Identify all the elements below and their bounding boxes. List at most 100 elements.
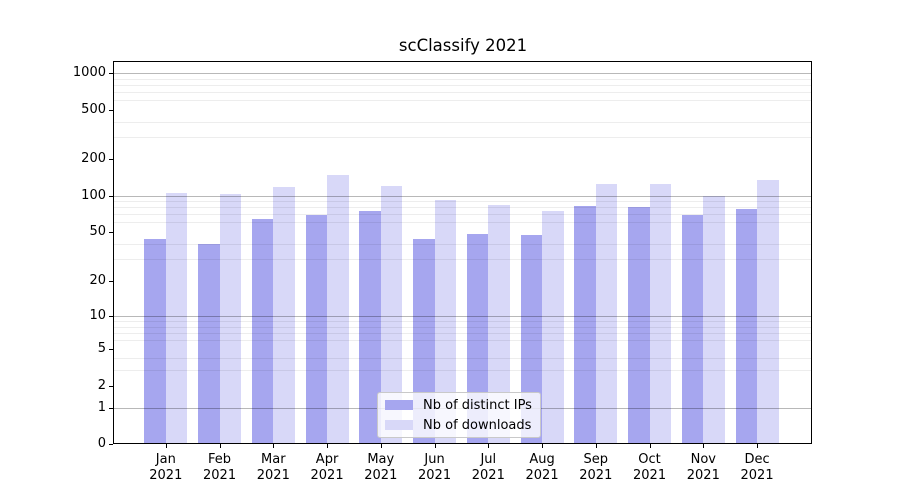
legend-entry: Nb of distinct IPs bbox=[385, 398, 532, 413]
x-tick-label: Jul 2021 bbox=[472, 452, 505, 484]
x-tick-mark bbox=[219, 444, 221, 448]
y-gridline-minor bbox=[113, 243, 812, 245]
y-tick-mark bbox=[109, 110, 113, 111]
x-tick-mark bbox=[488, 444, 490, 448]
x-tick-month: Nov bbox=[690, 452, 716, 467]
x-tick-mark bbox=[327, 444, 329, 448]
y-gridline-minor bbox=[113, 358, 812, 359]
y-gridline-major bbox=[113, 316, 812, 317]
x-tick-month: Jan bbox=[155, 452, 176, 467]
y-gridline-minor bbox=[113, 259, 812, 261]
y-tick-mark bbox=[109, 159, 113, 161]
y-gridline-minor bbox=[113, 92, 812, 94]
bar-nb-of-downloads-aug bbox=[542, 210, 564, 444]
x-tick-month: Apr bbox=[315, 452, 339, 467]
y-tick-label: 1000 bbox=[72, 65, 106, 80]
x-tick-label: May 2021 bbox=[364, 452, 397, 484]
bar-nb-of-downloads-mar bbox=[273, 187, 295, 444]
x-tick-year: 2021 bbox=[418, 468, 452, 483]
x-tick-mark bbox=[595, 444, 597, 448]
x-tick-label: Jan 2021 bbox=[149, 452, 182, 484]
y-gridline-minor bbox=[113, 122, 812, 123]
y-gridline-major bbox=[113, 73, 812, 74]
x-tick-year: 2021 bbox=[633, 468, 667, 483]
y-gridline-minor bbox=[113, 137, 812, 139]
y-tick-label: 10 bbox=[89, 308, 106, 323]
x-tick-month: Jul bbox=[480, 452, 497, 467]
x-tick-mark bbox=[757, 444, 759, 448]
legend-swatch bbox=[385, 420, 413, 430]
y-tick-label: 200 bbox=[81, 151, 106, 167]
bar-nb-of-downloads-oct bbox=[649, 183, 672, 444]
y-tick-label: 20 bbox=[89, 273, 106, 288]
legend-label: Nb of downloads bbox=[423, 417, 532, 433]
y-gridline-minor bbox=[113, 214, 812, 216]
y-tick-label: 5 bbox=[97, 341, 106, 356]
x-tick-year: 2021 bbox=[256, 468, 290, 483]
bar-nb-of-downloads-dec bbox=[757, 179, 779, 444]
bar-nb-of-downloads-sep bbox=[595, 183, 618, 444]
y-gridline-minor bbox=[113, 222, 812, 224]
bar-nb-of-distinct-ips-jul bbox=[466, 234, 489, 444]
x-tick-label: Oct 2021 bbox=[633, 452, 666, 484]
x-tick-year: 2021 bbox=[364, 468, 398, 483]
x-tick-year: 2021 bbox=[149, 468, 183, 483]
y-tick-mark bbox=[109, 195, 113, 197]
y-gridline-minor bbox=[113, 100, 812, 102]
x-tick-mark bbox=[434, 444, 436, 448]
x-tick-label: Sep 2021 bbox=[579, 452, 612, 484]
y-gridline-minor bbox=[113, 84, 812, 86]
y-tick-label: 100 bbox=[81, 187, 106, 203]
x-tick-year: 2021 bbox=[310, 468, 344, 483]
bar-nb-of-distinct-ips-aug bbox=[520, 235, 543, 444]
x-tick-year: 2021 bbox=[686, 468, 720, 483]
y-tick-mark bbox=[109, 281, 113, 282]
y-tick-label: 500 bbox=[81, 102, 106, 117]
bar-nb-of-distinct-ips-sep bbox=[574, 205, 596, 444]
x-tick-mark bbox=[165, 444, 167, 448]
bar-nb-of-downloads-jun bbox=[434, 199, 457, 444]
y-tick-mark bbox=[109, 316, 113, 317]
x-tick-mark bbox=[542, 444, 544, 448]
x-tick-month: May bbox=[367, 452, 395, 467]
x-tick-label: Feb 2021 bbox=[203, 452, 236, 484]
bar-nb-of-distinct-ips-may bbox=[359, 211, 381, 444]
y-gridline-minor bbox=[113, 340, 812, 342]
bar-nb-of-distinct-ips-apr bbox=[305, 215, 328, 444]
bar-nb-of-downloads-apr bbox=[327, 175, 349, 444]
x-tick-label: Aug 2021 bbox=[526, 452, 559, 484]
y-gridline-minor bbox=[113, 207, 812, 209]
y-tick-mark bbox=[109, 232, 113, 233]
legend-entry: Nb of downloads bbox=[385, 418, 532, 433]
bar-nb-of-distinct-ips-nov bbox=[681, 215, 704, 444]
y-tick-mark bbox=[109, 407, 113, 409]
bar-nb-of-downloads-nov bbox=[703, 195, 725, 444]
bar-nb-of-distinct-ips-oct bbox=[628, 207, 650, 444]
x-tick-label: Mar 2021 bbox=[257, 452, 290, 484]
x-tick-mark bbox=[649, 444, 651, 448]
bar-nb-of-downloads-jul bbox=[488, 205, 510, 444]
bar-nb-of-distinct-ips-feb bbox=[198, 243, 220, 444]
y-tick-mark bbox=[109, 386, 113, 387]
x-tick-label: Dec 2021 bbox=[741, 452, 774, 484]
legend: Nb of distinct IPs Nb of downloads bbox=[377, 392, 541, 438]
bar-nb-of-downloads-feb bbox=[219, 194, 242, 444]
x-tick-month: Feb bbox=[208, 452, 232, 467]
chart-title: scClassify 2021 bbox=[398, 36, 528, 55]
y-tick-label: 50 bbox=[89, 224, 106, 239]
x-tick-month: Sep bbox=[583, 452, 609, 467]
y-gridline-minor bbox=[113, 321, 812, 323]
y-gridline-minor bbox=[113, 369, 812, 371]
grid-layer bbox=[113, 61, 812, 444]
x-tick-month: Mar bbox=[261, 452, 286, 467]
x-tick-year: 2021 bbox=[525, 468, 559, 483]
bar-nb-of-distinct-ips-jan bbox=[144, 238, 166, 444]
x-tick-mark bbox=[703, 444, 705, 448]
bar-nb-of-downloads-jan bbox=[165, 192, 188, 444]
bar-nb-of-distinct-ips-dec bbox=[735, 208, 758, 444]
x-tick-year: 2021 bbox=[203, 468, 237, 483]
x-tick-year: 2021 bbox=[740, 468, 774, 483]
x-tick-month: Jun bbox=[424, 452, 445, 467]
y-gridline-minor bbox=[113, 332, 812, 334]
